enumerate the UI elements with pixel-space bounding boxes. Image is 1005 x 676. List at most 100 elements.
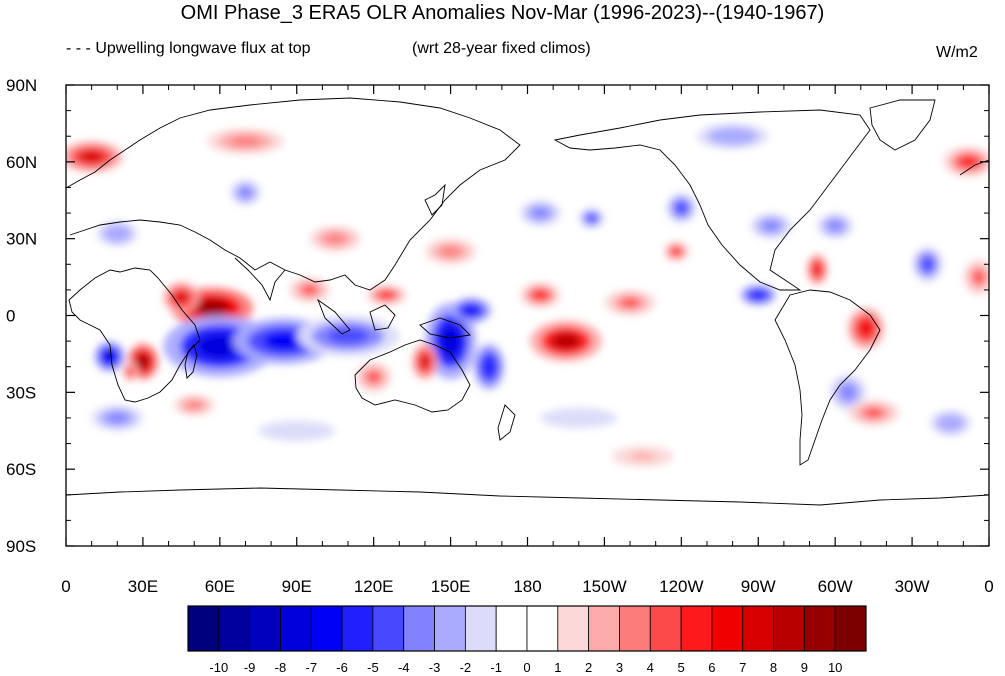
coastlines — [66, 97, 989, 506]
anomaly-blob-3-level-2 — [127, 367, 134, 376]
anomaly-blob-34-level-2 — [718, 131, 747, 142]
lon-tick-label-10: 60W — [818, 577, 853, 596]
anomaly-blob-31-level-2 — [532, 207, 549, 219]
colorbar-box-18 — [742, 605, 774, 652]
lon-tick-label-8: 120W — [659, 577, 703, 596]
lat-tick-label-0: 90N — [6, 76, 37, 95]
anomaly-blob-29-level-2 — [79, 150, 104, 163]
lon-tick-label-11: 30W — [895, 577, 930, 596]
anomaly-field — [66, 123, 989, 467]
anomaly-blob-41-level-2 — [281, 426, 313, 435]
coastline-india — [234, 257, 286, 302]
anomaly-blob-0-level-2 — [195, 299, 229, 317]
anomaly-blob-20-level-2 — [840, 385, 856, 400]
lat-tick-label-6: 90S — [6, 537, 36, 556]
anomaly-blob-36-level-2 — [109, 228, 126, 239]
colorbar-label-19: 9 — [801, 660, 808, 675]
colorbar-label-1: -9 — [244, 660, 256, 675]
coastline-borneo — [369, 304, 396, 331]
anomaly-blob-16-level-2 — [301, 284, 318, 296]
coastline-japan — [424, 183, 446, 216]
coastline-africa — [68, 267, 201, 403]
lat-tick-label-2: 30N — [6, 230, 37, 249]
anomaly-blob-33-level-2 — [958, 155, 979, 168]
lat-tick-label-4: 30S — [6, 383, 36, 402]
colorbar-label-0: -10 — [209, 660, 228, 675]
coastline-eurasia — [66, 97, 521, 291]
lon-tick-label-4: 120E — [354, 577, 394, 596]
climatology-subtitle: (wrt 28-year fixed climos) — [412, 40, 591, 57]
anomaly-blob-35-level-2 — [230, 136, 261, 147]
anomaly-blob-15-level-2 — [378, 290, 395, 300]
colorbar-box-12 — [557, 605, 590, 652]
colorbar-box-10 — [495, 605, 528, 652]
colorbar-box-9 — [464, 605, 497, 652]
anomaly-blob-44-level-2 — [185, 401, 203, 410]
lon-tick-label-12: 0 — [984, 577, 993, 596]
colorbar-box-13 — [588, 605, 620, 652]
lat-tick-label-3: 0 — [6, 307, 15, 326]
colorbar-label-2: -8 — [275, 660, 287, 675]
anomaly-blob-8-level-2 — [440, 325, 461, 357]
anomaly-blob-11-level-2 — [419, 354, 431, 369]
anomaly-blob-42-level-2 — [563, 413, 595, 423]
lon-tick-label-6: 180 — [513, 577, 541, 596]
anomaly-blob-9-level-2 — [462, 305, 480, 316]
lon-tick-label-1: 30E — [128, 577, 158, 596]
anomaly-blob-14-level-2 — [532, 289, 549, 301]
anomaly-blob-19-level-2 — [858, 320, 874, 337]
lon-tick-label-5: 150E — [431, 577, 471, 596]
anomaly-blob-40-level-2 — [107, 412, 128, 424]
colorbar-label-18: 8 — [770, 660, 777, 675]
colorbar-label-7: -3 — [429, 660, 441, 675]
colorbar-label-6: -4 — [398, 660, 410, 675]
lon-tick-label-7: 150W — [582, 577, 626, 596]
colorbar-label-3: -7 — [305, 660, 317, 675]
colorbar-box-20 — [803, 605, 836, 652]
anomaly-blob-38-level-2 — [440, 246, 461, 257]
colorbar-label-13: 3 — [616, 660, 623, 675]
lon-tick-label-9: 90W — [741, 577, 776, 596]
colorbar-label-4: -6 — [336, 660, 348, 675]
colorbar-label-5: -5 — [367, 660, 379, 675]
lon-tick-label-3: 90E — [282, 577, 312, 596]
colorbar-label-17: 7 — [739, 660, 746, 675]
colorbar-box-3 — [280, 605, 312, 652]
coastline-australia — [354, 339, 471, 413]
anomaly-blob-26-level-2 — [675, 201, 688, 215]
anomaly-blob-1-level-2 — [174, 291, 189, 304]
coastline-sumatra — [317, 298, 351, 335]
colorbar-label-16: 6 — [708, 660, 715, 675]
colorbar-box-7 — [403, 605, 435, 652]
anomaly-blob-12-level-2 — [366, 370, 381, 384]
colorbar-label-10: 0 — [523, 660, 530, 675]
anomaly-blob-10-level-2 — [482, 357, 496, 376]
anomaly-blob-25-level-2 — [671, 247, 682, 256]
anomaly-blob-37-level-2 — [324, 233, 346, 244]
anomaly-blob-2-level-2 — [136, 354, 150, 369]
anomaly-blob-6-level-2 — [327, 327, 369, 345]
colorbar-label-9: -1 — [490, 660, 502, 675]
anomaly-blob-32-level-2 — [586, 214, 597, 223]
lon-tick-label-2: 60E — [205, 577, 235, 596]
colorbar-box-19 — [773, 605, 805, 652]
colorbar-box-4 — [310, 605, 343, 652]
anomaly-blob-22-level-2 — [813, 263, 822, 276]
chart-title: OMI Phase_3 ERA5 OLR Anomalies Nov-Mar (… — [180, 2, 825, 24]
anomaly-blob-7-level-2 — [103, 350, 116, 363]
coastline-new-guinea — [419, 317, 471, 339]
colorbar-box-8 — [434, 605, 466, 652]
colorbar-box-5 — [341, 605, 374, 652]
colorbar-box-16 — [680, 605, 713, 652]
colorbar-frame — [187, 605, 867, 652]
coastline-new-zealand — [497, 404, 516, 441]
anomaly-blob-39-level-2 — [942, 417, 959, 429]
colorbar: -10 -9 -8 -7 -6 -5 -4 -3 -2 -1 0 1 2 3 4 5 6 7 8 9 10 — [187, 605, 867, 675]
anomaly-blob-43-level-2 — [630, 452, 656, 461]
coastline-antarctica — [66, 487, 989, 506]
anomaly-blob-28-level-2 — [827, 220, 843, 231]
anomaly-blob-18-level-2 — [751, 290, 766, 300]
colorbar-label-14: 4 — [647, 660, 654, 675]
colorbar-label-12: 2 — [585, 660, 592, 675]
